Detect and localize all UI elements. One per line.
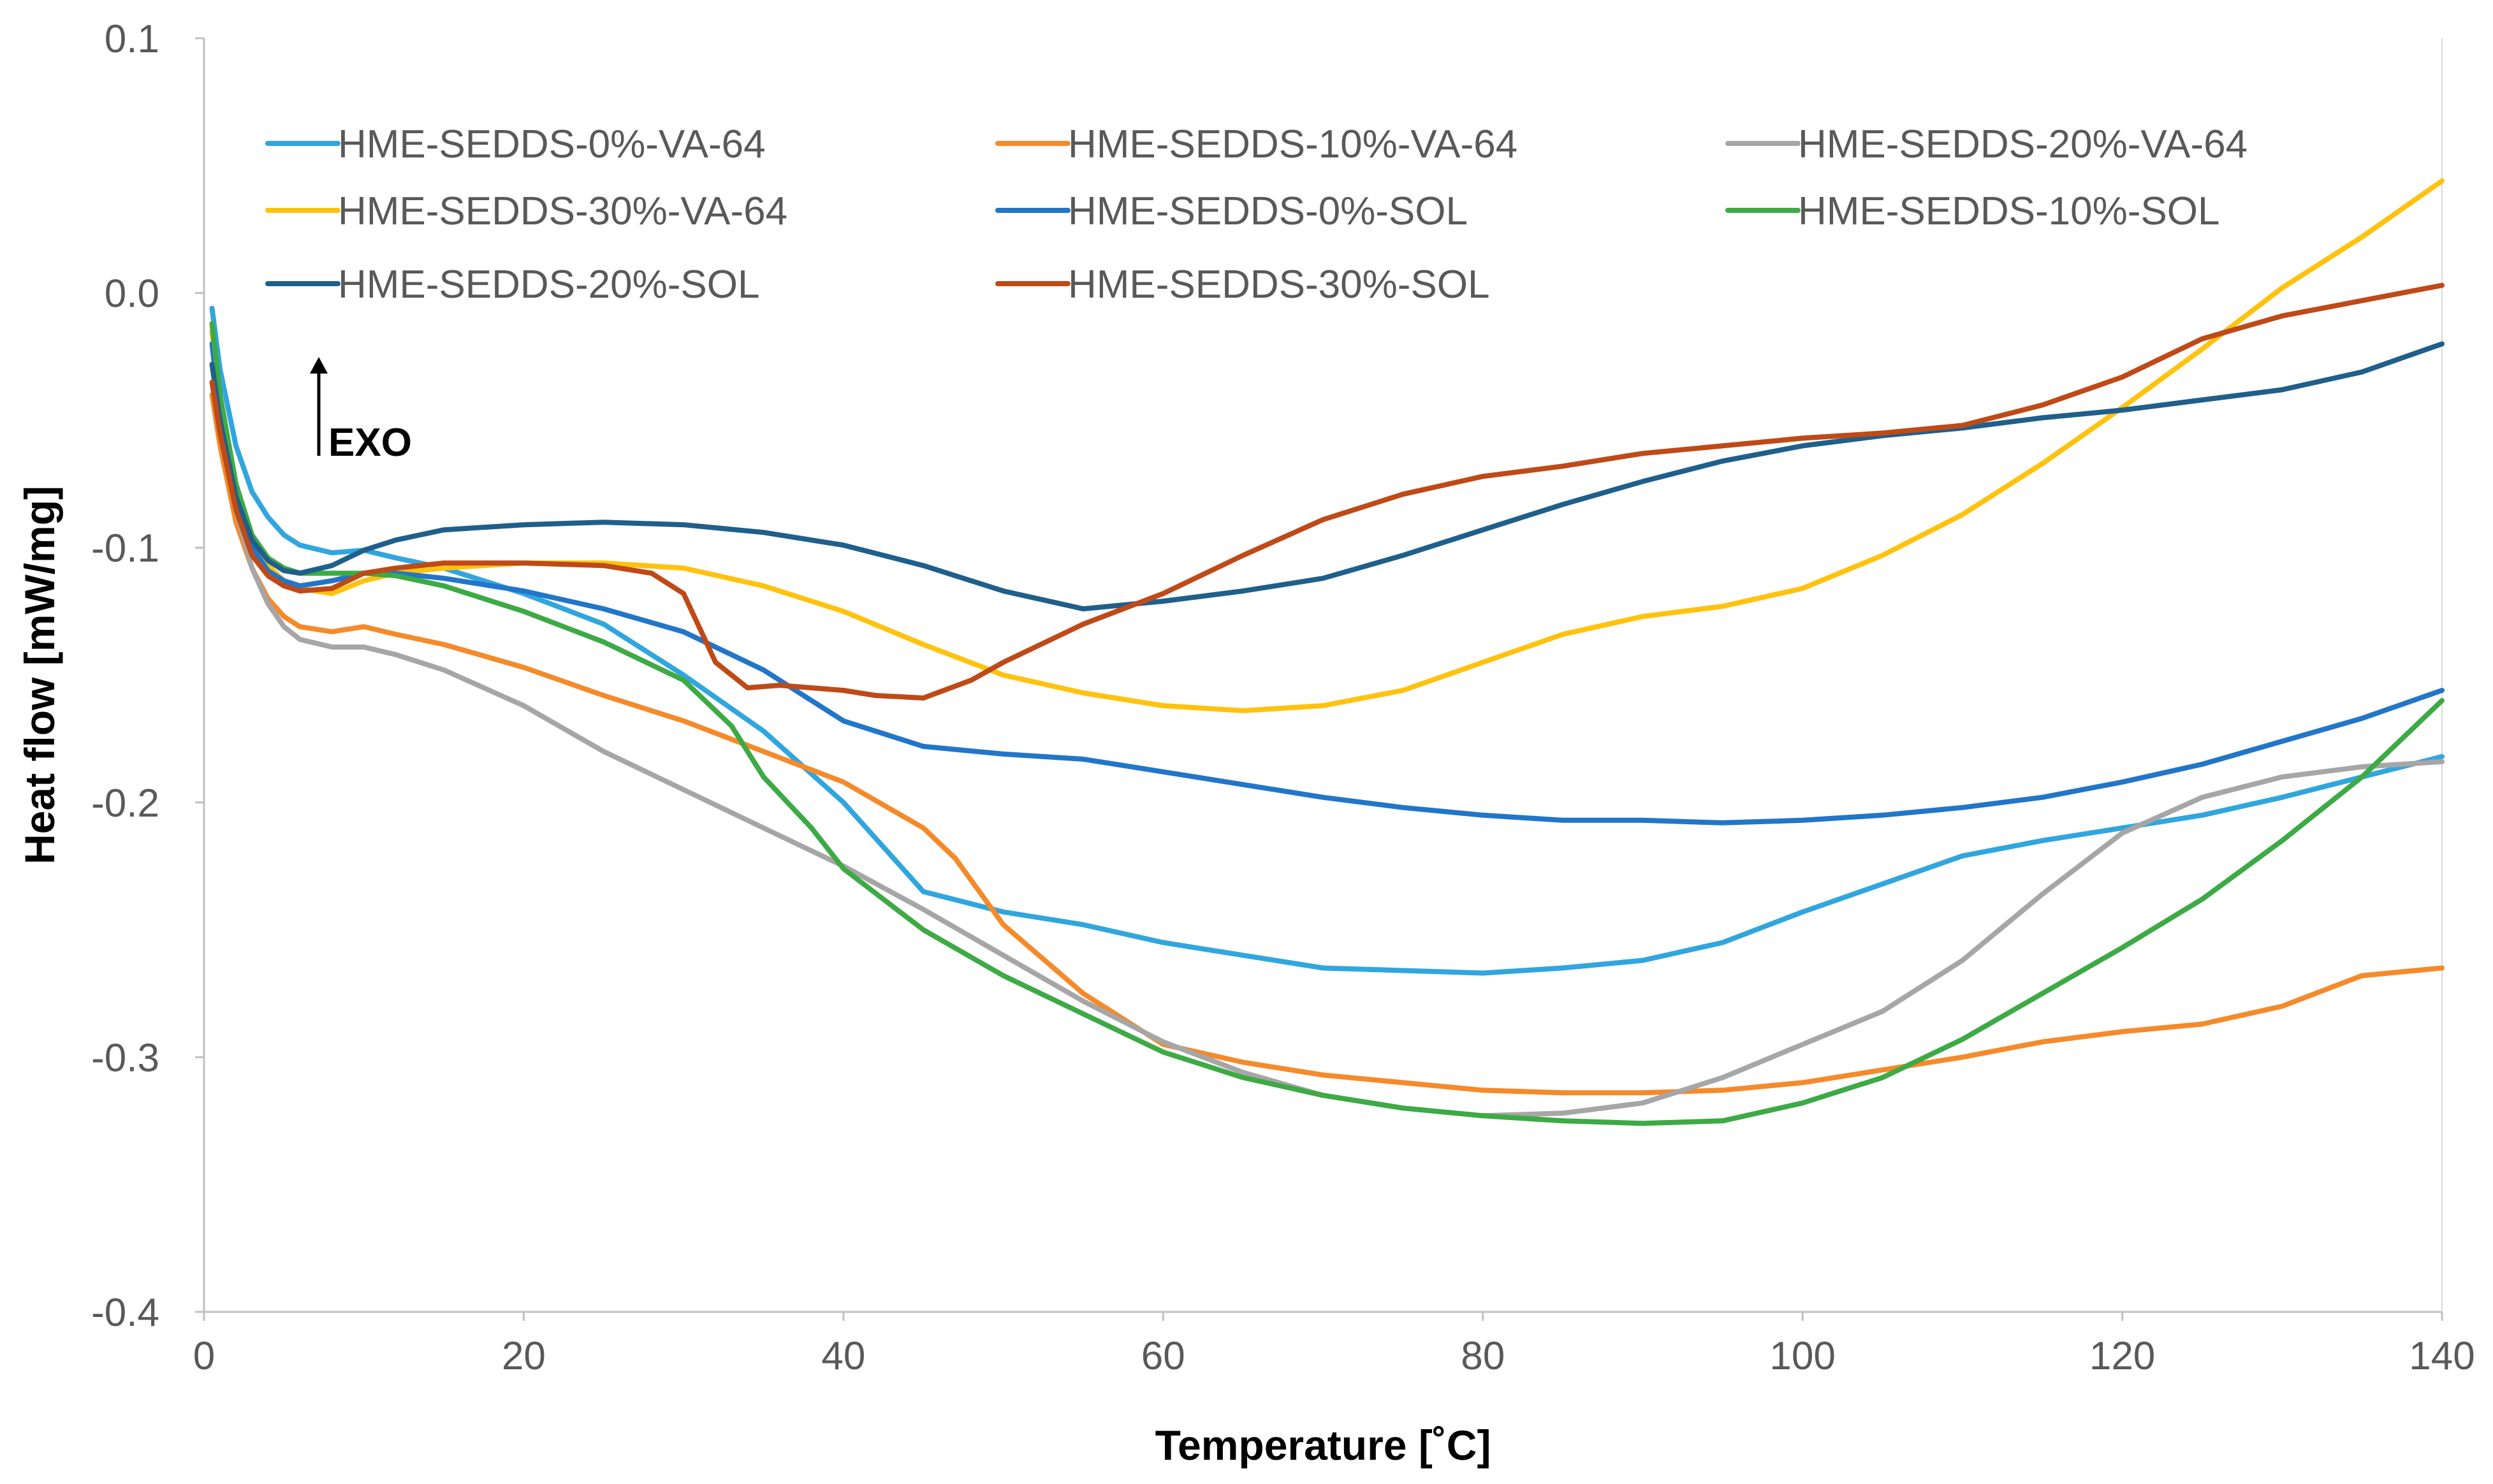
exo-arrow-head	[310, 357, 328, 374]
series-line-hme-sedds-30-sol	[209, 282, 2445, 701]
x-tick-label: 60	[1141, 1334, 1185, 1378]
legend-entry-label: HME-SEDDS-20%-VA-64	[1798, 122, 2248, 166]
series-line-hme-sedds-20-sol	[209, 341, 2445, 612]
series-line-hme-sedds-10-sol	[209, 321, 2445, 1126]
legend: HME-SEDDS-0%-VA-64 HME-SEDDS-10%-VA-64 HME…	[265, 122, 2248, 307]
x-tick-label: 140	[2409, 1334, 2475, 1378]
legend-entry-label: HME-SEDDS-30%-VA-64	[338, 189, 787, 233]
x-tick-label: 0	[193, 1334, 215, 1378]
x-tick-label: 20	[502, 1334, 546, 1378]
legend-entry-label: HME-SEDDS-10%-VA-64	[1068, 122, 1517, 166]
x-tick-label: 100	[1769, 1334, 1835, 1378]
legend-entry-label: HME-SEDDS-0%-SOL	[1068, 189, 1468, 233]
y-tick-label: -0.3	[91, 1036, 159, 1080]
legend-entry-label: HME-SEDDS-10%-SOL	[1798, 189, 2219, 233]
exo-label: EXO	[328, 421, 412, 465]
x-tick-label: 40	[821, 1334, 865, 1378]
legend-entry-label: HME-SEDDS-0%-VA-64	[338, 122, 766, 166]
axes: 0 20 40 60 80 100 120 140 0.1 0.0 -0.1 -0.2 -0.3 -0.4	[91, 17, 2475, 1378]
series-line-hme-sedds-30-va-64	[209, 178, 2445, 713]
exo-annotation: EXO	[310, 357, 412, 465]
x-axis-title: Temperature [˚C]	[1155, 1422, 1491, 1469]
series-line-hme-sedds-20-va-64	[209, 341, 2445, 1119]
series-lines	[209, 178, 2445, 1126]
y-tick-label: -0.2	[91, 782, 159, 826]
legend-entry-label: HME-SEDDS-30%-SOL	[1068, 263, 1489, 307]
x-tick-label: 120	[2089, 1334, 2155, 1378]
x-tick-label: 80	[1461, 1334, 1505, 1378]
series-line-hme-sedds-0-sol	[209, 341, 2445, 826]
y-tick-label: -0.1	[91, 527, 159, 571]
series-line-hme-sedds-0-va-64	[209, 305, 2445, 976]
series-line-hme-sedds-10-va-64	[209, 392, 2445, 1096]
y-tick-label: 0.1	[105, 17, 159, 61]
y-tick-label: 0.0	[105, 272, 159, 316]
y-tick-label: -0.4	[91, 1291, 159, 1335]
y-axis-title: Heat flow [mW/mg]	[16, 486, 63, 864]
legend-entry-label: HME-SEDDS-20%-SOL	[338, 263, 759, 307]
